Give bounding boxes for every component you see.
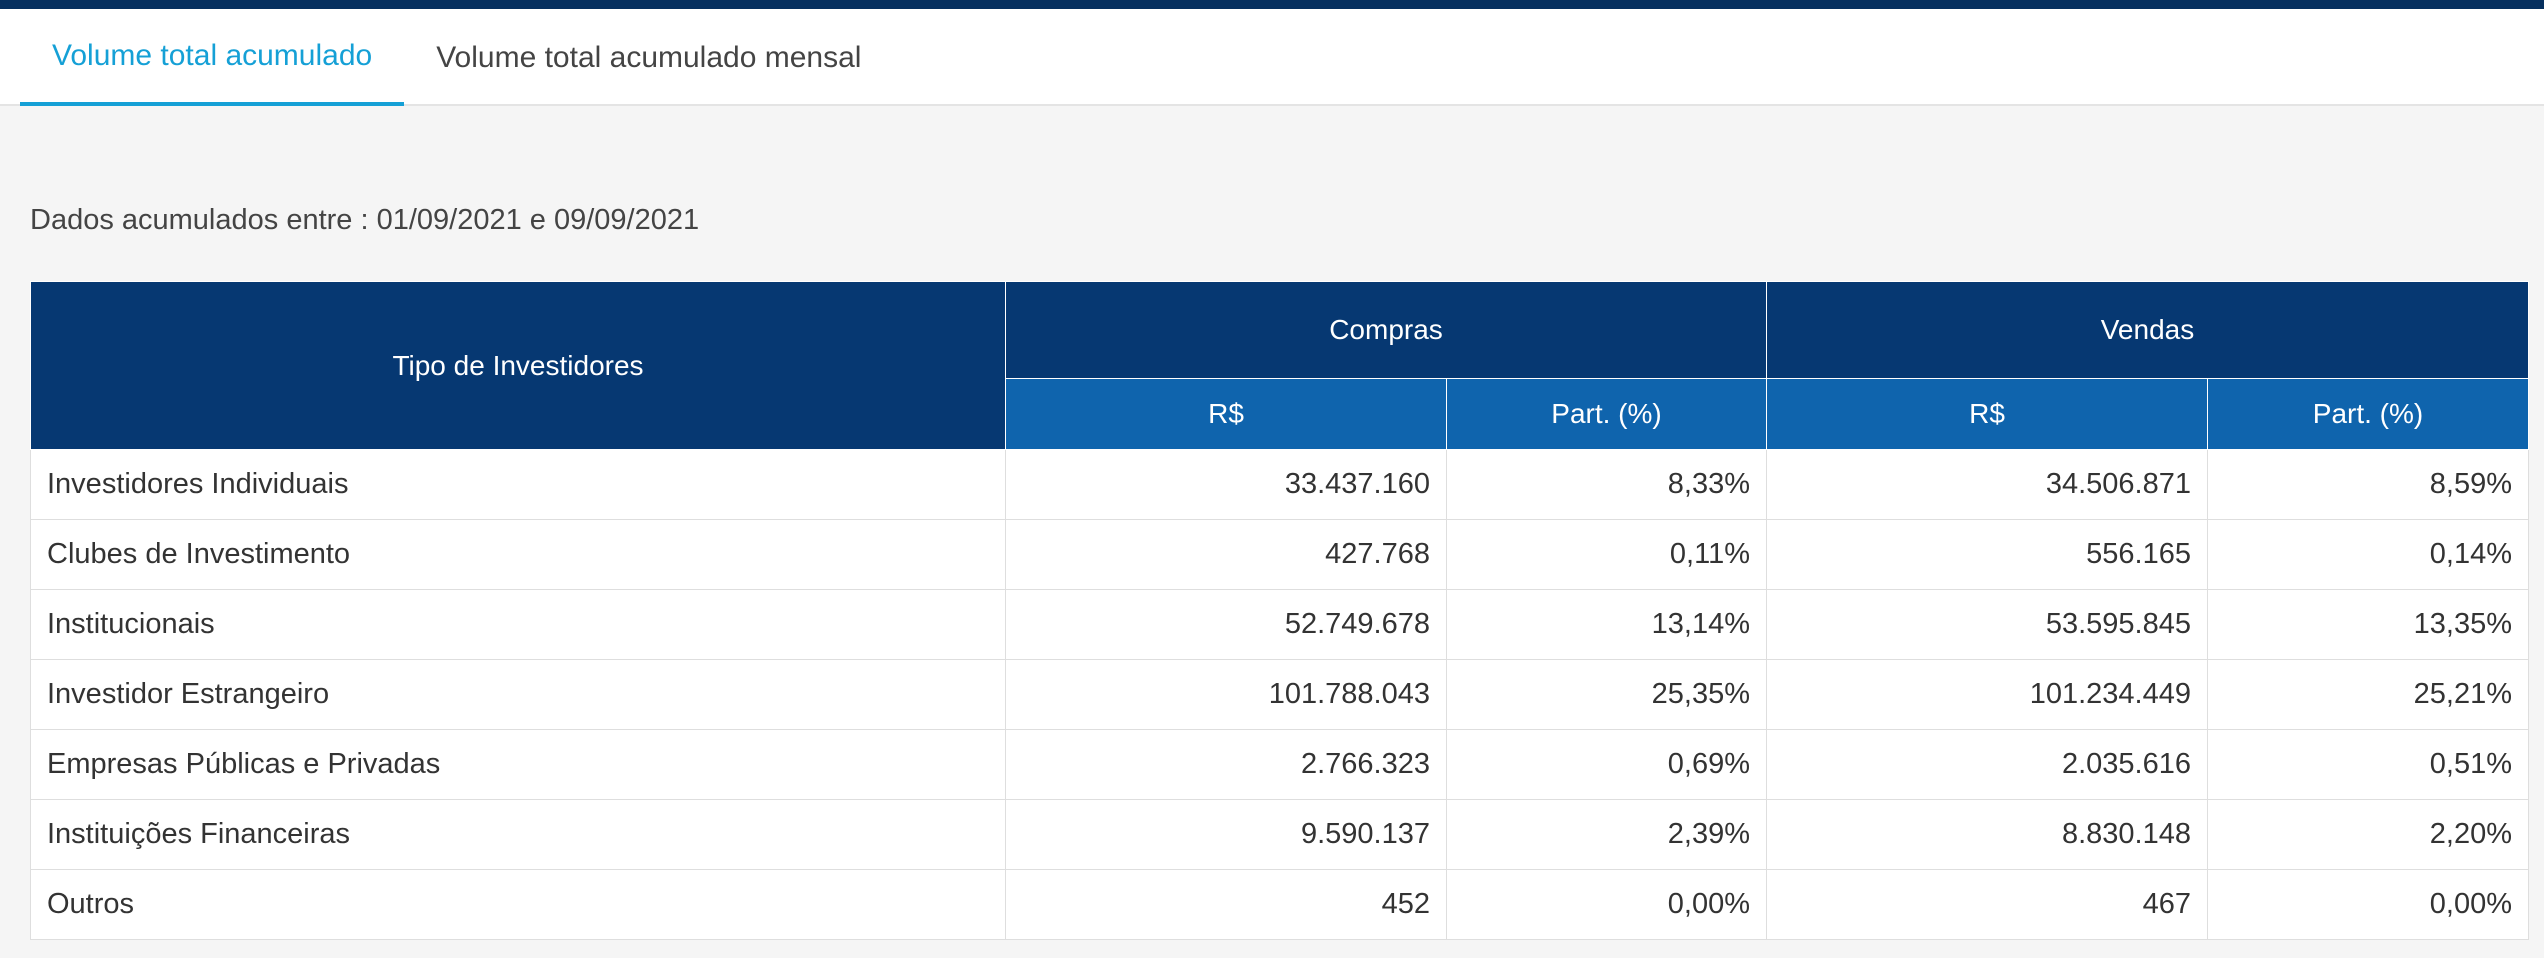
tab-volume-total-acumulado-mensal[interactable]: Volume total acumulado mensal (436, 41, 862, 74)
cell-compras-rs: 33.437.160 (1005, 449, 1447, 520)
tab-bar: Volume total acumulado Volume total acum… (0, 9, 2544, 106)
header-investor-type: Tipo de Investidores (30, 281, 1006, 450)
cell-compras-part: 0,69% (1446, 729, 1767, 800)
cell-vendas-rs: 53.595.845 (1766, 589, 2208, 660)
header-vendas: Vendas (1765, 281, 2530, 379)
cell-compras-rs: 427.768 (1005, 519, 1447, 590)
tab-volume-total-acumulado[interactable]: Volume total acumulado (20, 10, 405, 106)
investors-table: Tipo de Investidores Compras Vendas R$ P… (30, 281, 2530, 940)
cell-vendas-rs: 101.234.449 (1766, 659, 2208, 730)
header-compras-rs: R$ (1005, 378, 1447, 450)
header-vendas-part: Part. (%) (2206, 378, 2530, 450)
header-compras-part: Part. (%) (1446, 378, 1767, 450)
table-row: Clubes de Investimento 427.768 0,11% 556… (30, 519, 2530, 590)
header-vendas-rs: R$ (1766, 378, 2208, 450)
cell-vendas-rs: 34.506.871 (1766, 449, 2208, 520)
cell-vendas-part: 0,14% (2206, 519, 2530, 590)
cell-vendas-rs: 8.830.148 (1766, 799, 2208, 870)
table-row: Empresas Públicas e Privadas 2.766.323 0… (30, 729, 2530, 800)
cell-compras-rs: 452 (1005, 869, 1447, 940)
cell-vendas-part: 8,59% (2206, 449, 2530, 520)
table-row: Investidor Estrangeiro 101.788.043 25,35… (30, 659, 2530, 730)
table-row: Instituições Financeiras 9.590.137 2,39%… (30, 799, 2530, 870)
cell-investor-type: Clubes de Investimento (30, 519, 1006, 590)
cell-compras-rs: 9.590.137 (1005, 799, 1447, 870)
date-range-text: Dados acumulados entre : 01/09/2021 e 09… (30, 204, 700, 236)
cell-compras-part: 0,00% (1446, 869, 1767, 940)
cell-investor-type: Instituições Financeiras (30, 799, 1006, 870)
cell-compras-part: 13,14% (1446, 589, 1767, 660)
cell-investor-type: Institucionais (30, 589, 1006, 660)
cell-vendas-part: 25,21% (2206, 659, 2530, 730)
cell-compras-part: 25,35% (1446, 659, 1767, 730)
cell-investor-type: Investidor Estrangeiro (30, 659, 1006, 730)
table-row: Outros 452 0,00% 467 0,00% (30, 869, 2530, 940)
cell-vendas-part: 0,51% (2206, 729, 2530, 800)
cell-compras-rs: 2.766.323 (1005, 729, 1447, 800)
header-compras: Compras (1005, 281, 1767, 379)
table-row: Investidores Individuais 33.437.160 8,33… (30, 449, 2530, 520)
cell-vendas-rs: 556.165 (1766, 519, 2208, 590)
cell-compras-rs: 52.749.678 (1005, 589, 1447, 660)
cell-vendas-rs: 467 (1766, 869, 2208, 940)
cell-investor-type: Empresas Públicas e Privadas (30, 729, 1006, 800)
cell-vendas-part: 2,20% (2206, 799, 2530, 870)
cell-investor-type: Outros (30, 869, 1006, 940)
cell-vendas-part: 13,35% (2206, 589, 2530, 660)
cell-compras-part: 0,11% (1446, 519, 1767, 590)
cell-compras-part: 8,33% (1446, 449, 1767, 520)
table-row: Institucionais 52.749.678 13,14% 53.595.… (30, 589, 2530, 660)
cell-investor-type: Investidores Individuais (30, 449, 1006, 520)
top-bar (0, 0, 2544, 9)
cell-vendas-part: 0,00% (2206, 869, 2530, 940)
cell-compras-rs: 101.788.043 (1005, 659, 1447, 730)
cell-compras-part: 2,39% (1446, 799, 1767, 870)
cell-vendas-rs: 2.035.616 (1766, 729, 2208, 800)
